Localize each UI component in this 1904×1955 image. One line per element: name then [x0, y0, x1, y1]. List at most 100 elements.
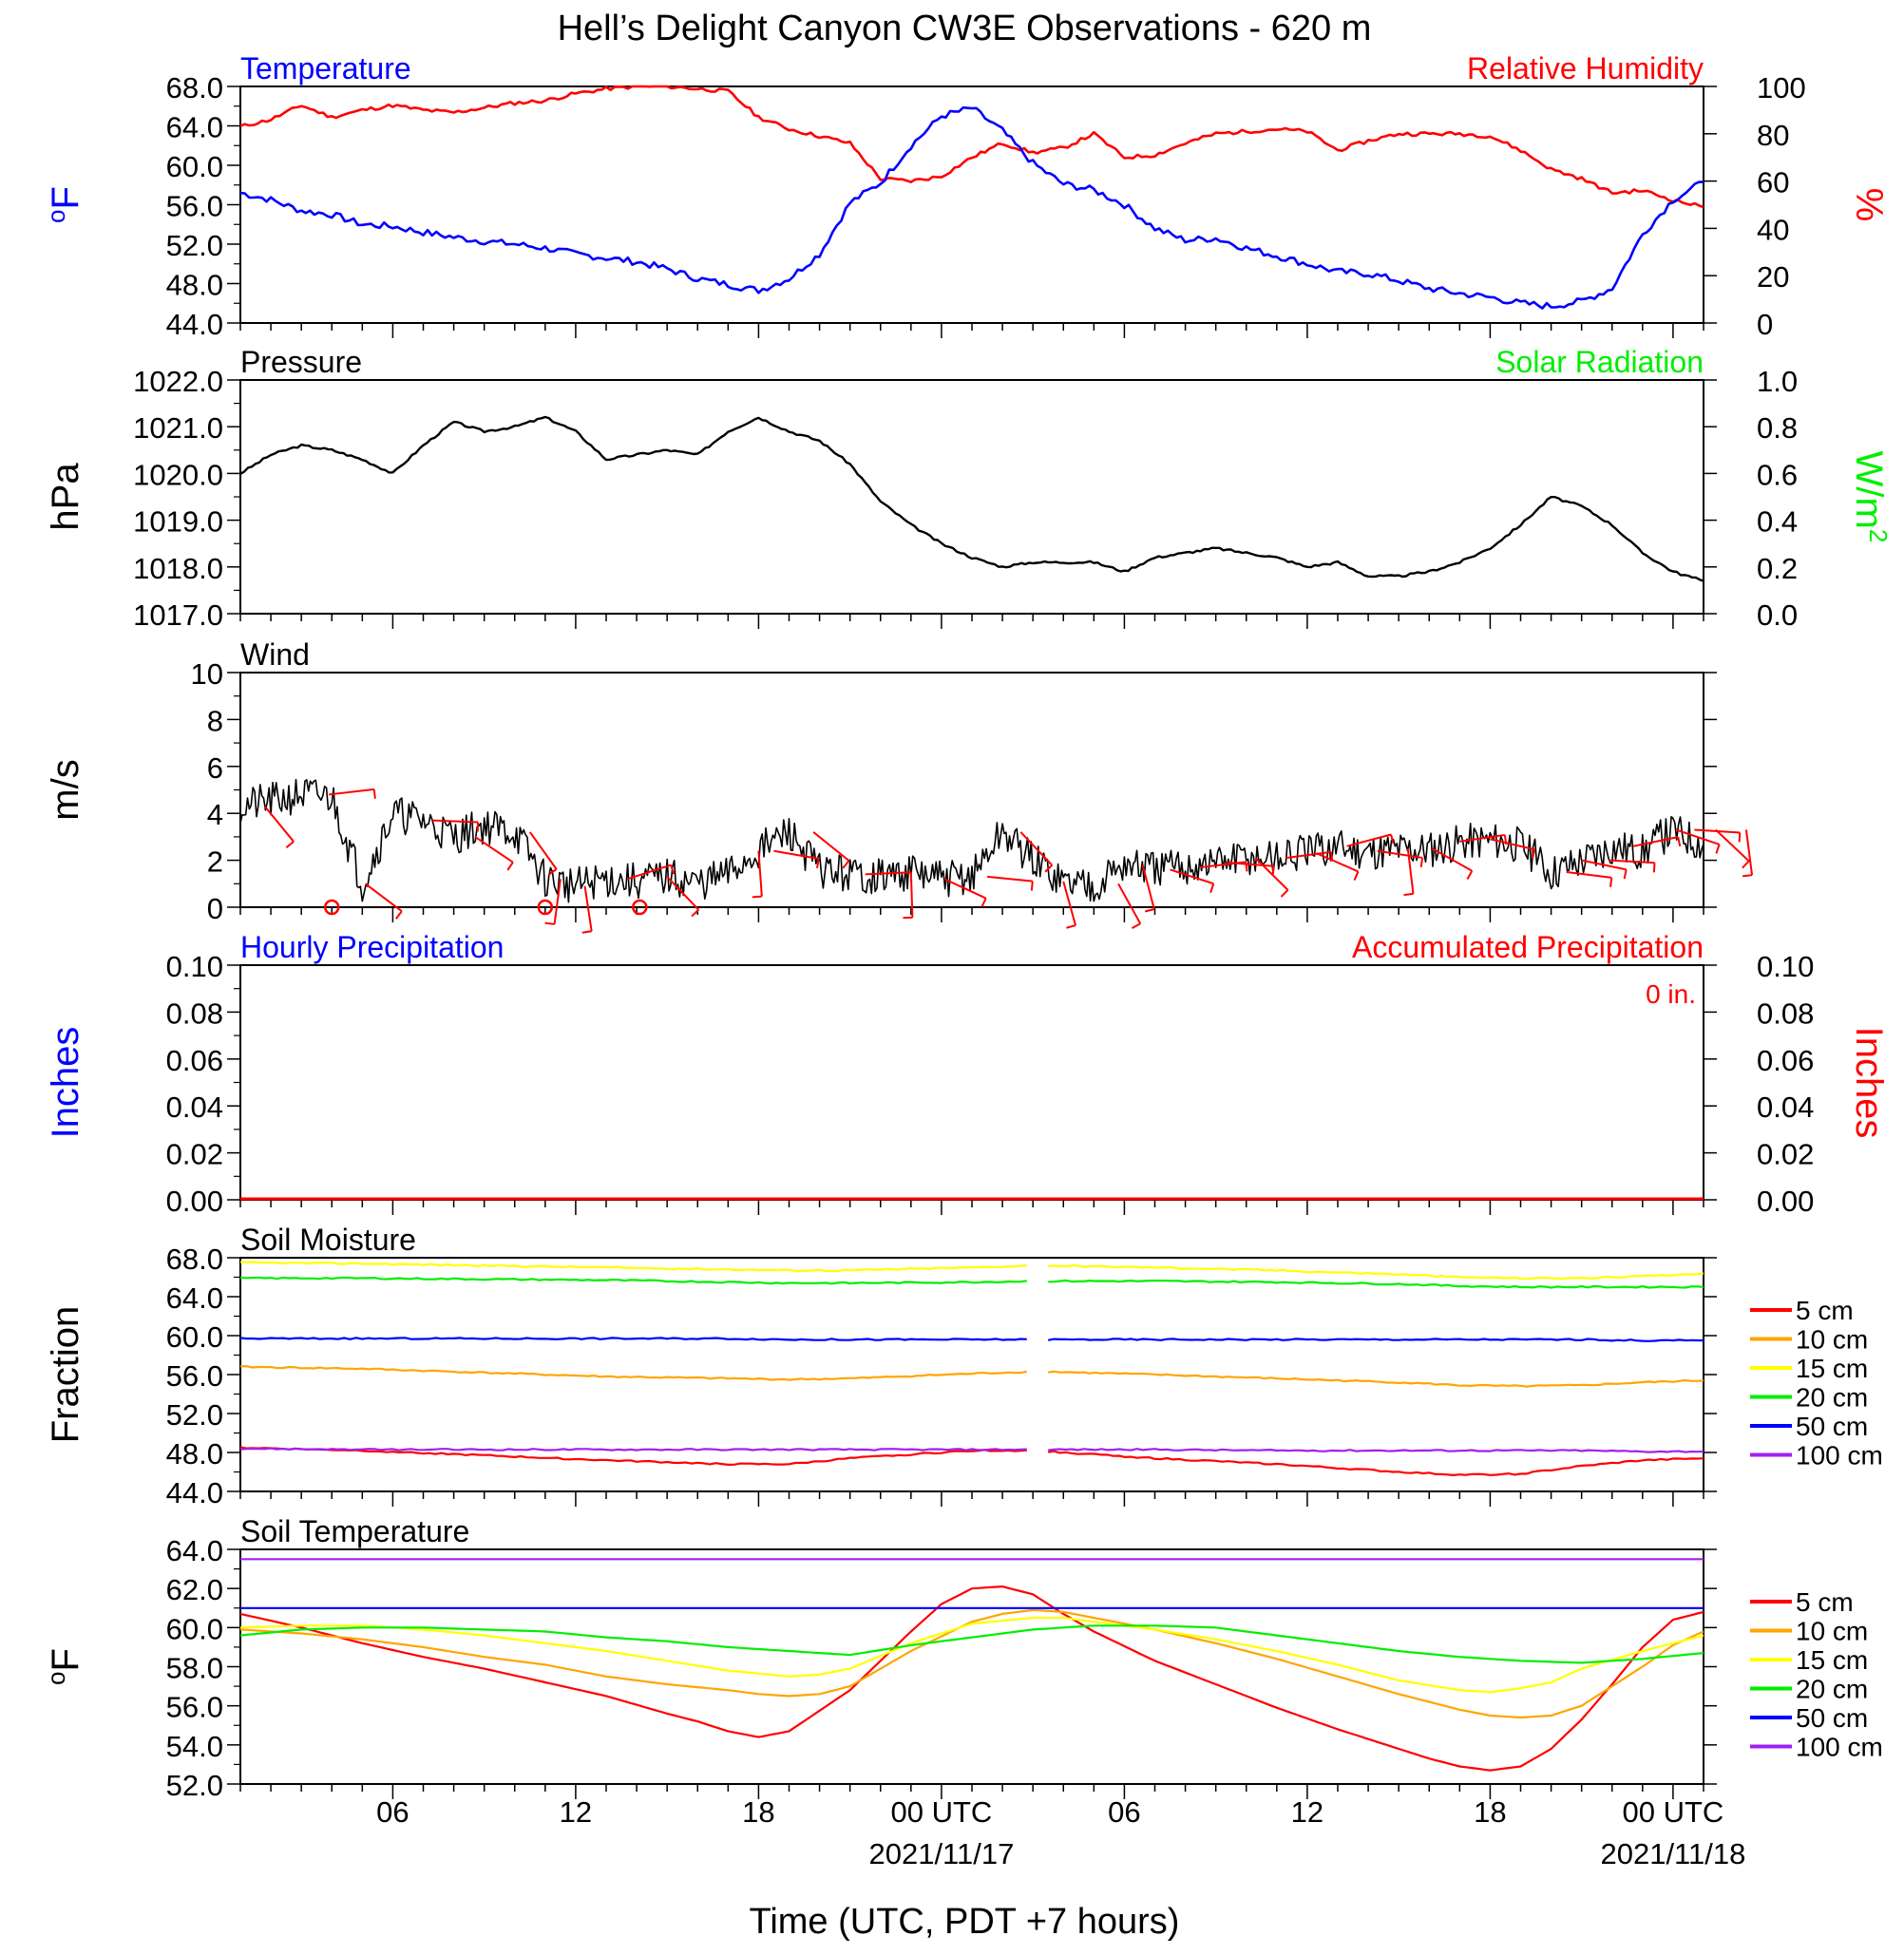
precip-total-label: 0 in. [1646, 979, 1696, 1009]
wind-barb-flag [1390, 834, 1395, 845]
y-tick-label: 48.0 [166, 269, 223, 302]
panel-right-title: Accumulated Precipitation [1352, 930, 1704, 964]
wind-barb [986, 875, 1033, 883]
wind-barb-flag [842, 860, 850, 869]
y2-tick-label: 0.02 [1757, 1138, 1814, 1171]
wind-barb-flag [752, 895, 762, 899]
y2-axis-title: W/m2 [1848, 451, 1893, 543]
y-tick-label: 4 [207, 798, 223, 831]
y2-tick-label: 20 [1757, 260, 1789, 294]
plot-frame [239, 964, 1704, 1201]
legend-label: 100 cm [1796, 1733, 1883, 1762]
wind-barb-flag [1419, 857, 1424, 867]
wind-barb [1316, 852, 1359, 873]
panel-left-title: Hourly Precipitation [240, 930, 504, 964]
y-tick-label: 6 [207, 751, 223, 785]
wind-barb [1019, 831, 1054, 866]
wind-barb-flag [1742, 860, 1750, 869]
x-tick-label: 06 [376, 1795, 409, 1829]
y-tick-label: 0.02 [166, 1138, 223, 1171]
depth-line-3 [239, 1616, 1704, 1694]
wind-barb-flag [691, 908, 699, 918]
y2-tick-label: 0.6 [1757, 458, 1798, 491]
y-tick-label: 0.10 [166, 950, 223, 983]
y-tick-label: 64.0 [166, 1281, 223, 1315]
wind-barb [1406, 848, 1415, 895]
panel-wind: 10 8 6 4 2 0 Wind m/s [45, 637, 1754, 934]
calm-wind-marker [537, 899, 554, 916]
panel-temp-rh: 68.0 64.0 60.0 56.0 52.0 48.0 44.0 100 80 60 40 20 0… [42, 51, 1890, 341]
y-tick-label: 0.06 [166, 1044, 223, 1077]
plot-frame [239, 85, 1704, 324]
wind-barb [1117, 883, 1142, 924]
y-axis-title: oF [42, 186, 86, 223]
y-tick-label: 68.0 [166, 71, 223, 104]
wind-barb [943, 878, 987, 900]
legend-label: 20 cm [1796, 1675, 1868, 1704]
wind-barb [583, 885, 593, 932]
wind-barb [1715, 828, 1750, 863]
wind-barb [1062, 881, 1077, 926]
y-tick-label: 0.08 [166, 996, 223, 1030]
depth-line-1 [1048, 1450, 1704, 1476]
legend-label: 20 cm [1796, 1383, 1868, 1413]
wind-barb-flag [506, 862, 514, 871]
depth-line-4 [239, 1624, 1704, 1664]
wind-barb [1609, 859, 1655, 864]
x-tick-label: 18 [1474, 1795, 1506, 1829]
legend-label: 5 cm [1796, 1587, 1854, 1617]
y-tick-label: 44.0 [166, 308, 223, 341]
temperature-line [239, 105, 1704, 310]
y-tick-label: 1022.0 [133, 365, 223, 398]
y-tick-label: 1017.0 [133, 598, 223, 632]
wind-barb-flag [581, 930, 592, 934]
panel-right-title: Solar Radiation [1495, 345, 1704, 379]
y-tick-label: 2 [207, 845, 223, 879]
wind-barb-flag [670, 864, 676, 875]
legend-label: 10 cm [1796, 1325, 1868, 1355]
y-axis-title: hPa [45, 463, 86, 531]
wind-barb-flag [981, 898, 987, 908]
wind-barb [1285, 850, 1332, 860]
y-tick-label: 56.0 [166, 1359, 223, 1393]
pressure-line [239, 415, 1704, 582]
wind-barb [1581, 859, 1627, 871]
wind-barb-flag [1742, 874, 1753, 878]
wind-barb [757, 850, 763, 897]
depth-line-3 [239, 1261, 1027, 1273]
wind-barb [432, 819, 479, 824]
wind-barb [1566, 870, 1612, 879]
legend-label: 100 cm [1796, 1441, 1883, 1471]
y-tick-label: 1021.0 [133, 411, 223, 445]
y2-tick-label: 0.4 [1757, 505, 1798, 539]
wind-barb [773, 849, 819, 861]
y-axis-title: m/s [45, 759, 86, 820]
wind-barb-flag [1209, 883, 1215, 893]
wind-barb [1346, 833, 1392, 847]
wind-barb-flag [1738, 832, 1742, 843]
rh-line [239, 85, 1704, 209]
wind-barb [263, 806, 295, 843]
wind-barb-flag [372, 788, 376, 799]
wind-barb-flag [1677, 836, 1682, 847]
depth-line-6 [1048, 1448, 1704, 1453]
wind-barb [1490, 838, 1535, 851]
x-tick-label: 00 UTC [891, 1795, 993, 1829]
y2-tick-label: 0.2 [1757, 552, 1798, 585]
legend-label: 50 cm [1796, 1703, 1868, 1733]
date-label: 2021/11/17 [868, 1837, 1014, 1870]
plot-frame [239, 1548, 1704, 1785]
y-tick-label: 68.0 [166, 1243, 223, 1276]
time-axis: 06 12 18 00 UTC 06 12 18 00 UTC 2021/11/17 2021/1… [376, 1795, 1745, 1870]
depth-line-4 [239, 1276, 1027, 1285]
wind-barb-flag [1132, 922, 1141, 930]
wind-barb-flag [1066, 924, 1076, 929]
wind-barb [364, 883, 403, 913]
wind-barb [474, 836, 514, 864]
y-tick-label: 52.0 [166, 1398, 223, 1432]
y2-tick-label: 0 [1757, 308, 1773, 341]
depth-line-1 [239, 1446, 1027, 1466]
plot-frame [239, 379, 1704, 615]
calm-wind-marker [324, 899, 340, 916]
legend-label: 15 cm [1796, 1354, 1868, 1383]
